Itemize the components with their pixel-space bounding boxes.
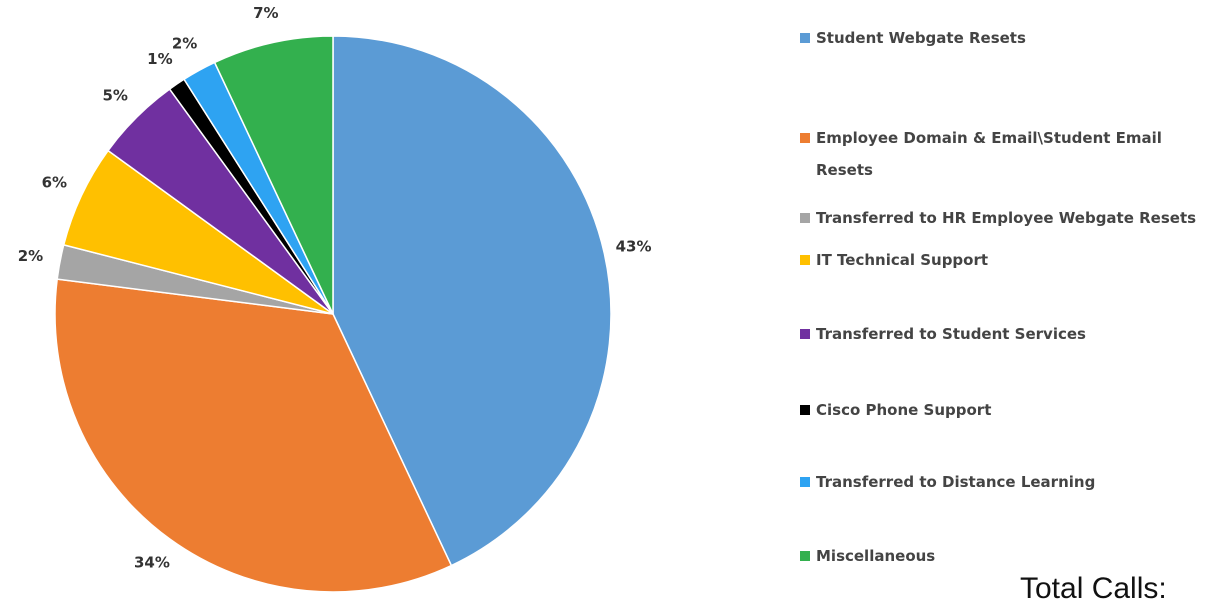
legend-item: IT Technical Support [800, 244, 1200, 276]
data-label: 5% [102, 87, 127, 105]
data-label: 34% [134, 554, 170, 572]
legend-label: Cisco Phone Support [816, 401, 992, 419]
data-label: 7% [253, 4, 278, 22]
data-label: 6% [42, 173, 67, 191]
legend-item: Cisco Phone Support [800, 394, 1200, 426]
data-label: 2% [18, 247, 43, 265]
pie-slice [213, 35, 334, 315]
legend-item: Transferred to HR Employee Webgate Reset… [800, 202, 1200, 234]
legend-swatch [800, 405, 810, 415]
pie-slice [332, 35, 612, 567]
data-label: 1% [147, 50, 172, 68]
legend-label: Student Webgate Resets [816, 29, 1026, 47]
legend-label: IT Technical Support [816, 251, 989, 269]
legend-swatch [800, 33, 810, 43]
legend-swatch [800, 213, 810, 223]
legend-label: Transferred to Student Services [816, 325, 1086, 343]
legend-swatch [800, 133, 810, 143]
legend-item: Miscellaneous [800, 540, 1200, 572]
legend-item: Transferred to Student Services [800, 318, 1200, 350]
legend-swatch [800, 329, 810, 339]
legend-swatch [800, 477, 810, 487]
legend-swatch [800, 255, 810, 265]
legend-item: Transferred to Distance Learning [800, 466, 1200, 498]
pie-slice [54, 278, 453, 593]
legend-item: Student Webgate Resets [800, 22, 1200, 54]
legend-label: Transferred to Distance Learning [816, 473, 1096, 491]
legend-label: Miscellaneous [816, 547, 936, 565]
legend-label: Employee Domain & Email\Student Email Re… [816, 129, 1162, 179]
total-calls: Total Calls: [1020, 572, 1167, 605]
data-label: 43% [616, 237, 652, 255]
data-label: 2% [172, 35, 197, 53]
legend-swatch [800, 551, 810, 561]
legend-label: Transferred to HR Employee Webgate Reset… [816, 209, 1197, 227]
legend-item: Employee Domain & Email\Student Email Re… [800, 122, 1200, 186]
